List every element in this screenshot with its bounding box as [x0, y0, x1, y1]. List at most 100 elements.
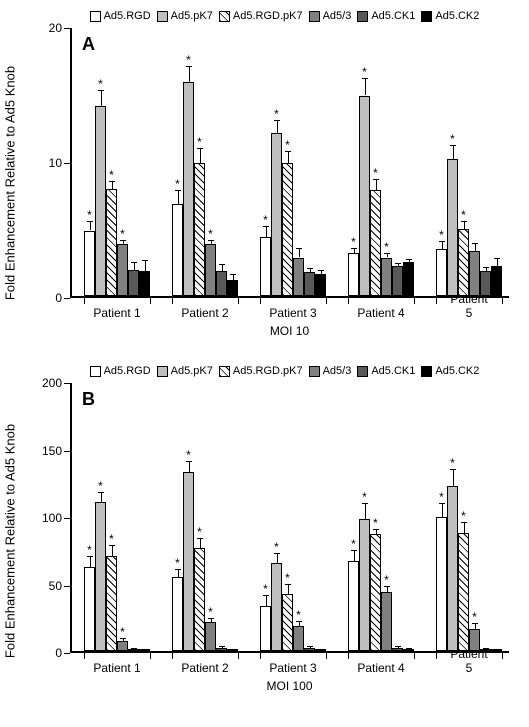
significance-star: *: [208, 606, 213, 618]
error-bar: [90, 556, 91, 567]
legend-label: Ad5/3: [323, 10, 352, 22]
bar: [458, 229, 469, 296]
legend-item: Ad5.CK1: [357, 365, 415, 377]
bar: [381, 258, 392, 297]
y-axis-a: [70, 28, 72, 298]
category-label: Patient 5: [449, 647, 489, 675]
error-bar: [497, 258, 498, 266]
significance-star: *: [175, 557, 180, 569]
x-axis-b: [70, 651, 509, 653]
legend-swatch: [157, 366, 168, 377]
legend-swatch: [421, 11, 432, 22]
x-tick: [502, 298, 503, 304]
legend-swatch: [309, 366, 320, 377]
error-bar: [365, 78, 366, 96]
legend-item: Ad5.RGD: [90, 365, 151, 377]
bar: [480, 649, 491, 651]
error-cap: [131, 262, 137, 263]
error-bar: [288, 584, 289, 593]
bar: [447, 486, 458, 651]
category-label: Patient 2: [181, 661, 228, 675]
error-bar: [200, 148, 201, 163]
x-tick: [172, 653, 173, 659]
error-cap: [131, 648, 137, 649]
legend-label: Ad5.pK7: [171, 365, 213, 377]
bar: [172, 204, 183, 297]
error-cap: [230, 274, 236, 275]
panel-label-a: A: [82, 34, 95, 55]
error-bar: [134, 262, 135, 270]
bar: [106, 189, 117, 296]
legend-item: Ad5.pK7: [157, 365, 213, 377]
error-cap: [307, 646, 313, 647]
y-tick: [64, 28, 70, 29]
bar: [480, 271, 491, 296]
error-bar: [266, 595, 267, 606]
significance-star: *: [197, 136, 202, 148]
bar: [447, 159, 458, 296]
error-cap: [483, 648, 489, 649]
significance-star: *: [296, 609, 301, 621]
legend-swatch: [90, 366, 101, 377]
significance-star: *: [197, 526, 202, 538]
error-bar: [200, 538, 201, 547]
significance-star: *: [450, 457, 455, 469]
significance-star: *: [439, 491, 444, 503]
category-label: Patient 1: [93, 661, 140, 675]
legend-label: Ad5.pK7: [171, 10, 213, 22]
legend-item: Ad5/3: [309, 10, 352, 22]
y-tick: [64, 298, 70, 299]
error-bar: [112, 181, 113, 189]
bar: [282, 594, 293, 651]
x-tick: [172, 298, 173, 304]
error-cap: [142, 260, 148, 261]
plot-area-b: B 050100150200Patient 1****Patient 2****…: [70, 383, 509, 653]
panel-a: Ad5.RGDAd5.pK7Ad5.RGD.pK7Ad5/3Ad5.CK1Ad5…: [0, 10, 529, 355]
legend-item: Ad5.CK2: [421, 365, 479, 377]
y-tick: [64, 653, 70, 654]
category-label: Patient 4: [357, 306, 404, 320]
x-tick: [436, 298, 437, 304]
error-bar: [266, 226, 267, 237]
category-label: Patient 1: [93, 306, 140, 320]
bar: [172, 577, 183, 651]
error-bar: [178, 190, 179, 204]
y-tick: [64, 451, 70, 452]
significance-star: *: [461, 209, 466, 221]
bar: [95, 106, 106, 296]
significance-star: *: [362, 66, 367, 78]
error-bar: [442, 241, 443, 249]
significance-star: *: [263, 583, 268, 595]
legend-label: Ad5.RGD: [104, 365, 151, 377]
error-cap: [307, 268, 313, 269]
significance-star: *: [263, 214, 268, 226]
significance-star: *: [186, 449, 191, 461]
x-tick: [238, 653, 239, 659]
category-label: Patient 5: [449, 292, 489, 320]
error-cap: [142, 649, 148, 650]
x-tick: [326, 298, 327, 304]
error-bar: [464, 522, 465, 533]
error-bar: [475, 243, 476, 251]
bar: [271, 133, 282, 296]
panel-b: Ad5.RGDAd5.pK7Ad5.RGD.pK7Ad5/3Ad5.CK1Ad5…: [0, 365, 529, 717]
significance-star: *: [120, 626, 125, 638]
error-bar: [101, 492, 102, 501]
significance-star: *: [384, 574, 389, 586]
x-tick: [326, 653, 327, 659]
x-tick: [436, 653, 437, 659]
significance-star: *: [450, 133, 455, 145]
bar: [117, 641, 128, 651]
error-bar: [354, 550, 355, 561]
bar: [315, 274, 326, 296]
y-tick: [64, 383, 70, 384]
legend-b: Ad5.RGDAd5.pK7Ad5.RGD.pK7Ad5/3Ad5.CK1Ad5…: [40, 365, 529, 377]
significance-star: *: [274, 108, 279, 120]
legend-label: Ad5.CK2: [435, 365, 479, 377]
x-tick: [414, 298, 415, 304]
bar: [436, 249, 447, 296]
significance-star: *: [109, 533, 114, 545]
bar: [84, 567, 95, 651]
bar: [95, 502, 106, 651]
significance-star: *: [384, 241, 389, 253]
